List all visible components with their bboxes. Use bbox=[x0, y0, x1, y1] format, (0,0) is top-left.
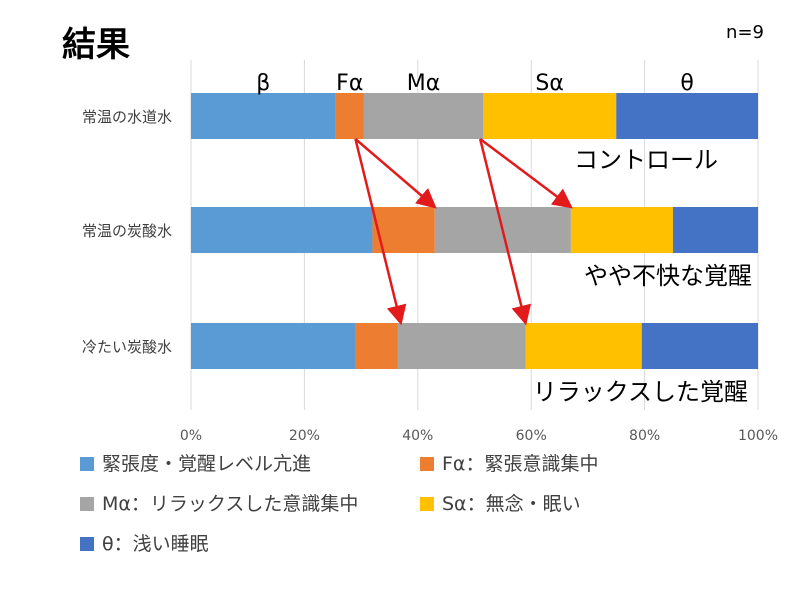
bar-segment bbox=[191, 93, 336, 139]
band-label: Fα bbox=[336, 71, 363, 96]
x-axis-ticks: 0% 20% 40% 60% 80% 100% bbox=[180, 428, 778, 444]
band-label: Mα bbox=[407, 71, 440, 96]
legend-swatch bbox=[80, 497, 94, 511]
category-label: 常温の炭酸水 bbox=[82, 222, 172, 240]
band-label: Sα bbox=[535, 71, 563, 96]
bar-segment bbox=[397, 323, 526, 369]
x-tick-label: 80% bbox=[629, 428, 660, 444]
row-annotation: リラックスした覚醒 bbox=[533, 378, 748, 406]
legend-label: θ：浅い睡眠 bbox=[102, 533, 209, 555]
arrow bbox=[354, 138, 407, 326]
arrow bbox=[354, 138, 437, 209]
band-labels: β Fα Mα Sα θ bbox=[256, 71, 694, 96]
slide-title: 結果 bbox=[62, 25, 130, 65]
arrow bbox=[478, 138, 532, 326]
row-annotation: やや不快な覚醒 bbox=[584, 262, 752, 290]
arrow bbox=[479, 137, 573, 209]
category-label: 冷たい炭酸水 bbox=[82, 338, 172, 356]
bar-segment bbox=[355, 323, 398, 369]
bar-segment bbox=[363, 93, 484, 139]
sample-size-label: n=9 bbox=[726, 22, 764, 43]
legend-label: 緊張度・覚醒レベル亢進 bbox=[102, 453, 311, 475]
bar-segment bbox=[335, 93, 364, 139]
bar-segment bbox=[616, 93, 758, 139]
bar-segment bbox=[483, 93, 617, 139]
x-tick-label: 60% bbox=[516, 428, 547, 444]
bar-segment bbox=[191, 323, 356, 369]
x-tick-label: 0% bbox=[180, 428, 202, 444]
bar-segment bbox=[525, 323, 642, 369]
category-label: 常温の水道水 bbox=[82, 108, 172, 126]
bar-segment bbox=[570, 207, 673, 253]
bars bbox=[191, 93, 758, 369]
legend-label: Mα：リラックスした意識集中 bbox=[102, 493, 358, 515]
legend-swatch bbox=[80, 537, 94, 551]
band-label: β bbox=[256, 71, 270, 96]
arrows bbox=[354, 137, 573, 326]
legend-swatch bbox=[420, 497, 434, 511]
legend-swatch bbox=[80, 457, 94, 471]
x-tick-label: 40% bbox=[402, 428, 433, 444]
x-tick-label: 20% bbox=[289, 428, 320, 444]
legend: 緊張度・覚醒レベル亢進 Fα：緊張意識集中 Mα：リラックスした意識集中 Sα：無念・… bbox=[80, 453, 598, 555]
legend-swatch bbox=[420, 457, 434, 471]
bar-segment bbox=[672, 207, 758, 253]
bar-segment bbox=[191, 207, 373, 253]
legend-label: Fα：緊張意識集中 bbox=[442, 453, 598, 475]
x-tick-label: 100% bbox=[738, 428, 778, 444]
band-label: θ bbox=[680, 71, 693, 96]
legend-label: Sα：無念・眠い bbox=[442, 492, 581, 515]
row-annotation: コントロール bbox=[574, 146, 718, 174]
bar-segment bbox=[641, 323, 758, 369]
